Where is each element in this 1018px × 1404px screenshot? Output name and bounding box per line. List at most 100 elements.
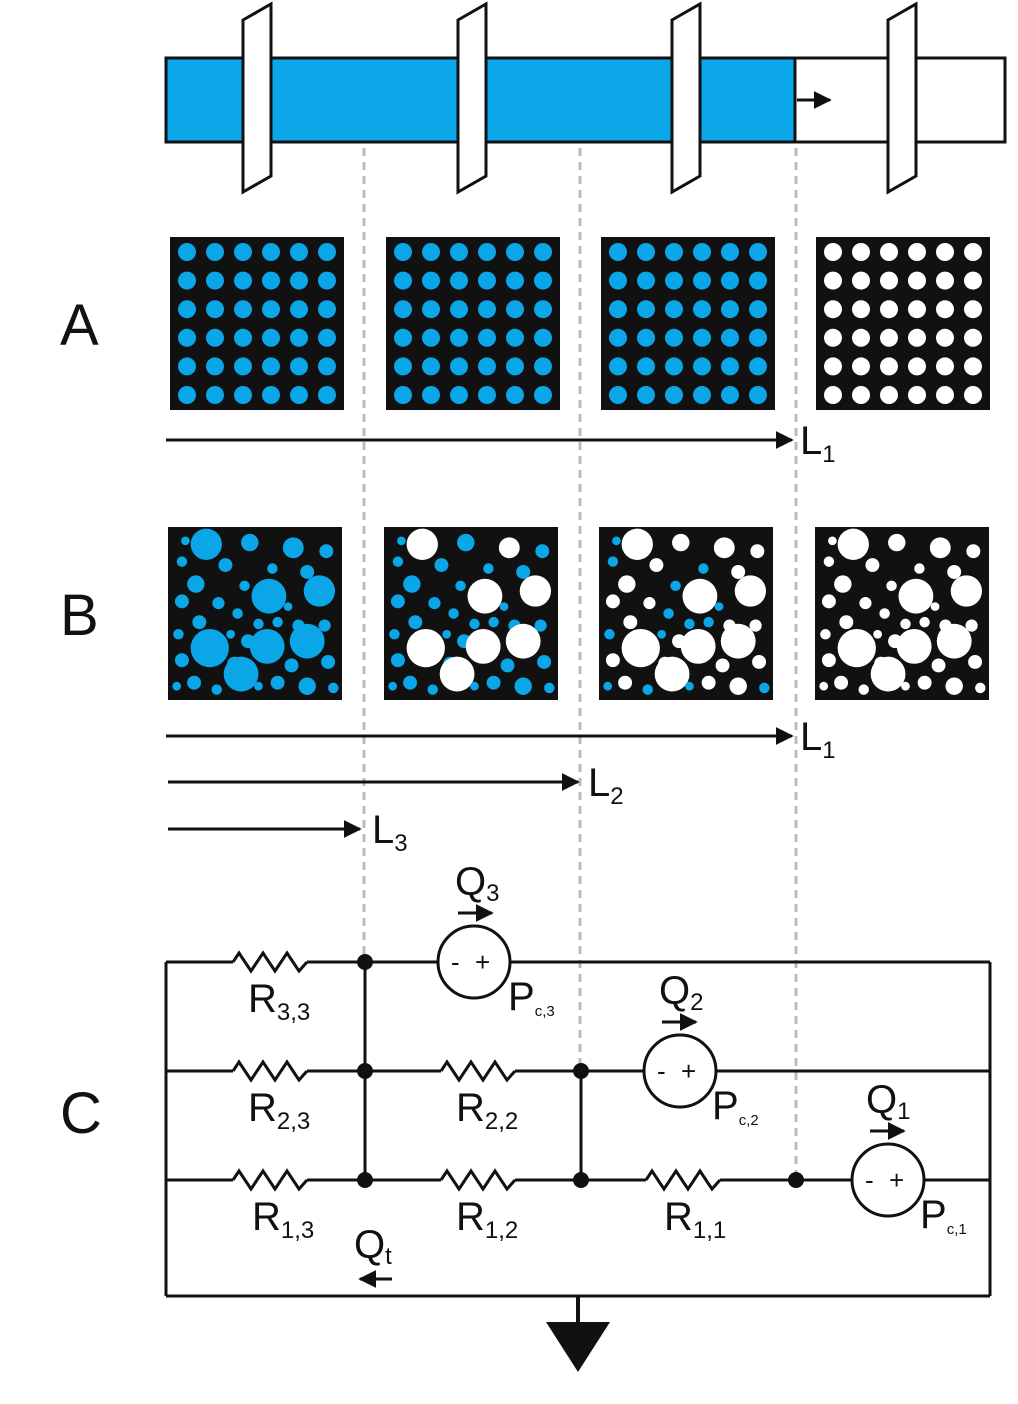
pore [206, 300, 224, 319]
pore [839, 615, 854, 630]
pore [190, 628, 229, 668]
pore [880, 386, 898, 404]
pore [966, 544, 981, 559]
pore [665, 328, 683, 347]
pore [945, 677, 963, 695]
pore [749, 243, 767, 261]
pore [406, 528, 438, 560]
pore [908, 300, 926, 319]
pore [684, 618, 695, 630]
pore [457, 533, 475, 552]
pore [178, 300, 196, 319]
pore [931, 658, 946, 673]
pore [965, 619, 978, 632]
pore [665, 300, 683, 319]
pore [267, 563, 278, 574]
matrix-block [601, 237, 775, 410]
resistor-r11 [644, 1168, 722, 1192]
resistor-r22 [439, 1059, 517, 1083]
pore [467, 578, 503, 614]
pore [898, 578, 934, 614]
pore [394, 271, 412, 290]
pore [649, 558, 664, 573]
pore [534, 386, 552, 404]
pore-array-a-2 [386, 237, 560, 410]
pore [388, 681, 398, 691]
pore [516, 565, 531, 579]
pore [609, 243, 627, 261]
pore [241, 533, 259, 552]
pore [930, 602, 940, 611]
svg-text:+: + [889, 1165, 904, 1195]
pore-array-a-1 [170, 237, 344, 410]
pore [434, 558, 449, 573]
pore [394, 328, 412, 347]
pore [715, 658, 730, 673]
pore [749, 386, 767, 404]
pore [389, 629, 400, 640]
pore [908, 243, 926, 261]
pore [470, 681, 479, 691]
pore [908, 386, 926, 404]
pore [859, 597, 872, 610]
pore [936, 386, 954, 404]
pore [888, 533, 906, 552]
pore [465, 628, 501, 664]
pore [698, 563, 709, 574]
pore [262, 386, 280, 404]
pore [824, 271, 842, 290]
pore [500, 658, 515, 673]
pore [852, 271, 870, 290]
pore [637, 328, 655, 347]
pore-array-a-4 [816, 237, 990, 410]
circuit-wires [164, 960, 992, 1298]
pore [680, 628, 716, 664]
pore [873, 629, 882, 639]
pore [318, 328, 336, 347]
pore [609, 357, 627, 376]
pore [637, 357, 655, 376]
pore [837, 528, 869, 560]
pore [290, 271, 308, 290]
resistors [231, 950, 722, 1192]
pore [450, 271, 468, 290]
pore [422, 328, 440, 347]
resistor-labels: R3,3 R2,3 R2,2 R1,3 R1,2 R1,1 [248, 977, 726, 1244]
pore [852, 386, 870, 404]
pore [968, 654, 983, 669]
pore [721, 271, 739, 290]
pore [824, 357, 842, 376]
pore [234, 243, 252, 261]
pore [478, 243, 496, 261]
pore [637, 386, 655, 404]
pore [394, 243, 412, 261]
pore [284, 658, 299, 673]
tube-outline [164, 56, 1007, 144]
pore [478, 328, 496, 347]
pore [820, 629, 831, 640]
pore [665, 386, 683, 404]
pore [637, 271, 655, 290]
pore [721, 357, 739, 376]
pore [427, 684, 438, 695]
pore [749, 300, 767, 319]
pore [834, 675, 849, 690]
pore [390, 594, 405, 609]
pore [206, 243, 224, 261]
pore [880, 243, 898, 261]
pore [713, 537, 735, 559]
pore [693, 243, 711, 261]
pore [390, 653, 405, 668]
pore [693, 357, 711, 376]
pore [506, 386, 524, 404]
pressure-label-pc1: Pc,1 [920, 1193, 967, 1238]
pore [900, 618, 911, 630]
pore [212, 597, 225, 610]
pore [693, 386, 711, 404]
pore [936, 328, 954, 347]
resistor-label-r11: R1,1 [664, 1195, 726, 1244]
pore [318, 357, 336, 376]
pore [621, 628, 660, 668]
pore [251, 578, 287, 614]
tube-divider-plate-3 [670, 1, 702, 195]
